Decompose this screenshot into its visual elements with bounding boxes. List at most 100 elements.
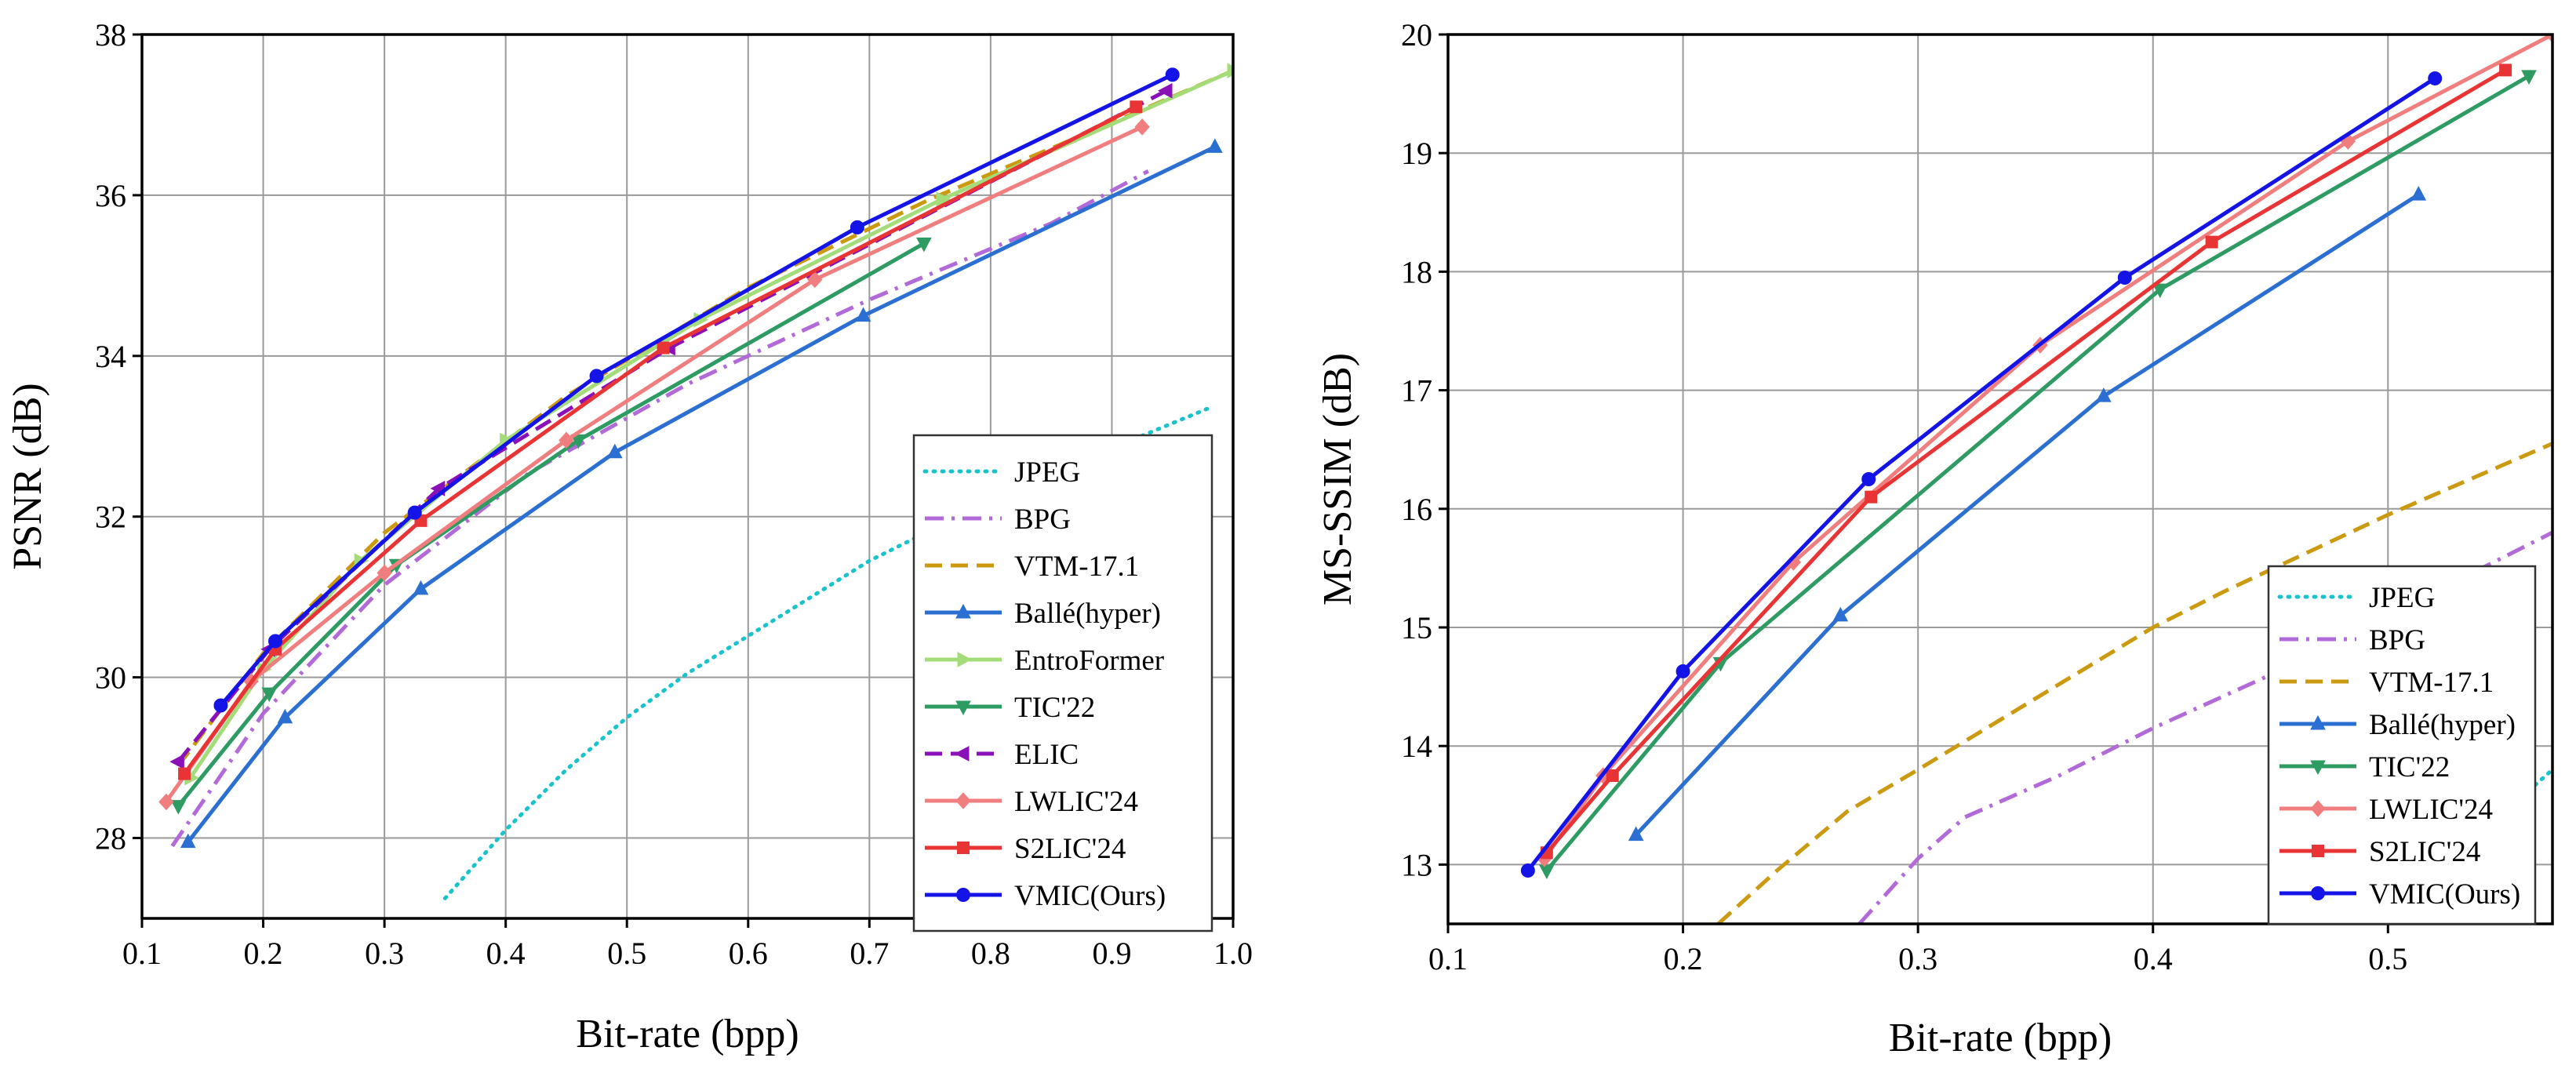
legend-marker-tic-22 xyxy=(955,700,971,716)
legend-label-entroformer: EntroFormer xyxy=(1014,645,1164,677)
data-point-lwlic-24 xyxy=(377,564,392,582)
y-axis-title: MS-SSIM (dB) xyxy=(1315,353,1360,605)
legend-label-ball-hyper: Ballé(hyper) xyxy=(2369,709,2516,741)
data-point-ball-hyper xyxy=(2095,387,2112,402)
data-point-ball-hyper xyxy=(1206,138,1223,153)
data-point-vmic-ours xyxy=(407,505,422,520)
series-line-tic-22 xyxy=(1545,74,2531,872)
x-tick-label: 0.3 xyxy=(1898,941,1937,976)
legend-marker-tic-22 xyxy=(2310,760,2326,776)
legend-label-lwlic-24: LWLIC'24 xyxy=(1014,786,1138,818)
series-tic-22 xyxy=(1538,70,2537,880)
x-tick-label: 0.2 xyxy=(1664,941,1703,976)
legend-label-s2lic-24: S2LIC'24 xyxy=(2369,836,2480,868)
data-point-ball-hyper xyxy=(1628,826,1644,842)
data-point-s2lic-24 xyxy=(1130,100,1143,114)
data-point-vmic-ours xyxy=(1861,472,1876,486)
data-point-vmic-ours xyxy=(2428,71,2443,85)
data-point-lwlic-24 xyxy=(158,793,174,811)
legend-label-jpeg: JPEG xyxy=(2369,582,2435,614)
legend-marker-lwlic-24 xyxy=(955,792,971,809)
data-point-tic-22 xyxy=(1538,864,1555,880)
data-point-tic-22 xyxy=(916,237,932,253)
legend-marker-ball-hyper xyxy=(955,603,971,619)
legend: JPEG BPG VTM-17.1 Ballé(hyper) EntroFormer TI… xyxy=(912,434,1213,932)
series-bpg xyxy=(1857,530,2552,924)
y-tick-label: 19 xyxy=(1401,136,1432,171)
y-tick-label: 36 xyxy=(95,178,126,213)
y-tick-label: 18 xyxy=(1401,254,1432,289)
x-tick-label: 0.2 xyxy=(244,936,283,971)
data-point-elic xyxy=(1157,82,1173,99)
y-tick-label: 17 xyxy=(1401,373,1432,409)
data-point-tic-22 xyxy=(2521,70,2537,85)
series-line-vtm-17-1 xyxy=(1716,442,2552,924)
x-tick-label: 0.3 xyxy=(365,936,404,971)
data-point-lwlic-24 xyxy=(2545,35,2552,43)
data-point-vmic-ours xyxy=(589,369,604,384)
series-vtm-17-1 xyxy=(1716,442,2552,924)
legend-marker-ball-hyper xyxy=(2310,714,2326,730)
data-point-lwlic-24 xyxy=(558,431,574,449)
data-point-elic xyxy=(169,754,184,770)
plot-frame xyxy=(140,33,1235,920)
x-tick-label: 0.8 xyxy=(971,936,1010,971)
legend: JPEG BPG VTM-17.1 Ballé(hyper) TIC'22 LWLIC'2… xyxy=(2267,565,2537,925)
data-point-tic-22 xyxy=(170,800,187,815)
series-vmic-ours xyxy=(213,67,1180,713)
legend-marker-elic xyxy=(954,746,970,762)
legend-label-ball-hyper: Ballé(hyper) xyxy=(1014,598,1161,630)
data-point-ball-hyper xyxy=(277,708,293,724)
x-axis-title: Bit-rate (bpp) xyxy=(576,1012,799,1056)
data-point-s2lic-24 xyxy=(178,767,191,780)
data-point-entroformer xyxy=(936,191,951,207)
y-tick-label: 32 xyxy=(95,500,126,535)
series-s2lic-24 xyxy=(1540,64,2512,860)
legend-marker-vmic-ours xyxy=(2311,886,2325,900)
data-point-s2lic-24 xyxy=(1865,490,1878,504)
x-tick-label: 0.4 xyxy=(2134,941,2173,976)
y-tick-label: 34 xyxy=(95,339,126,374)
data-point-lwlic-24 xyxy=(807,271,823,289)
series-jpeg xyxy=(442,405,1211,900)
legend-marker-s2lic-24 xyxy=(957,842,970,854)
legend-label-jpeg: JPEG xyxy=(1014,456,1080,489)
series-line-vmic-ours xyxy=(219,72,1173,707)
x-tick-label: 1.0 xyxy=(1213,936,1253,971)
y-tick-label: 30 xyxy=(95,660,126,696)
data-point-ball-hyper xyxy=(1832,606,1849,622)
x-tick-label: 0.9 xyxy=(1092,936,1131,971)
legend-label-elic: ELIC xyxy=(1014,739,1079,771)
data-point-vmic-ours xyxy=(1675,663,1690,678)
series-ball-hyper xyxy=(180,138,1223,849)
x-axis-title: Bit-rate (bpp) xyxy=(1889,1016,2112,1060)
legend-label-s2lic-24: S2LIC'24 xyxy=(1014,833,1126,865)
legend-label-bpg: BPG xyxy=(1014,504,1071,536)
series-group xyxy=(158,63,1233,900)
y-tick-label: 28 xyxy=(95,821,126,856)
legend-label-bpg: BPG xyxy=(2369,624,2425,656)
data-point-ball-hyper xyxy=(413,580,429,595)
series-bpg xyxy=(170,169,1149,848)
x-tick-label: 0.7 xyxy=(850,936,889,971)
legend-label-tic-22: TIC'22 xyxy=(2369,751,2450,783)
data-point-vmic-ours xyxy=(213,698,228,713)
legend-marker-entroformer xyxy=(957,652,973,667)
x-tick-label: 0.5 xyxy=(607,936,646,971)
series-vmic-ours xyxy=(1520,71,2443,878)
legend-marker-s2lic-24 xyxy=(2312,845,2324,857)
x-tick-label: 0.6 xyxy=(729,936,768,971)
data-point-lwlic-24 xyxy=(1134,118,1150,136)
data-point-vmic-ours xyxy=(1520,863,1535,878)
legend-label-vtm-17-1: VTM-17.1 xyxy=(1014,551,1139,583)
series-line-jpeg xyxy=(442,405,1211,900)
legend-label-tic-22: TIC'22 xyxy=(1014,692,1095,724)
data-point-vmic-ours xyxy=(1165,67,1180,82)
y-tick-label: 20 xyxy=(1401,17,1432,53)
data-point-ball-hyper xyxy=(855,307,871,322)
data-point-s2lic-24 xyxy=(1606,769,1619,782)
series-s2lic-24 xyxy=(178,100,1143,780)
y-tick-label: 15 xyxy=(1401,610,1432,645)
series-line-bpg xyxy=(170,169,1149,848)
y-tick-label: 38 xyxy=(95,17,126,53)
